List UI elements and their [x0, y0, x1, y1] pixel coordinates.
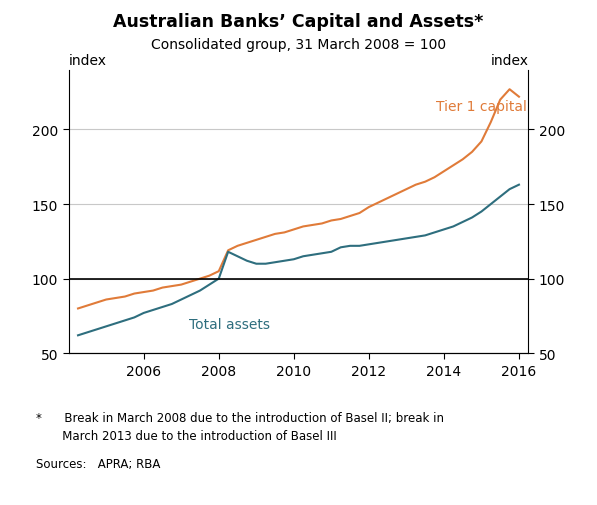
Text: Australian Banks’ Capital and Assets*: Australian Banks’ Capital and Assets* — [113, 13, 484, 31]
Text: index: index — [490, 54, 528, 68]
Text: March 2013 due to the introduction of Basel III: March 2013 due to the introduction of Ba… — [36, 429, 337, 442]
Text: Total assets: Total assets — [189, 318, 270, 332]
Text: index: index — [69, 54, 107, 68]
Text: *      Break in March 2008 due to the introduction of Basel II; break in: * Break in March 2008 due to the introdu… — [36, 412, 444, 425]
Text: Consolidated group, 31 March 2008 = 100: Consolidated group, 31 March 2008 = 100 — [151, 38, 446, 52]
Text: Tier 1 capital: Tier 1 capital — [436, 100, 527, 114]
Text: Sources:   APRA; RBA: Sources: APRA; RBA — [36, 457, 160, 470]
